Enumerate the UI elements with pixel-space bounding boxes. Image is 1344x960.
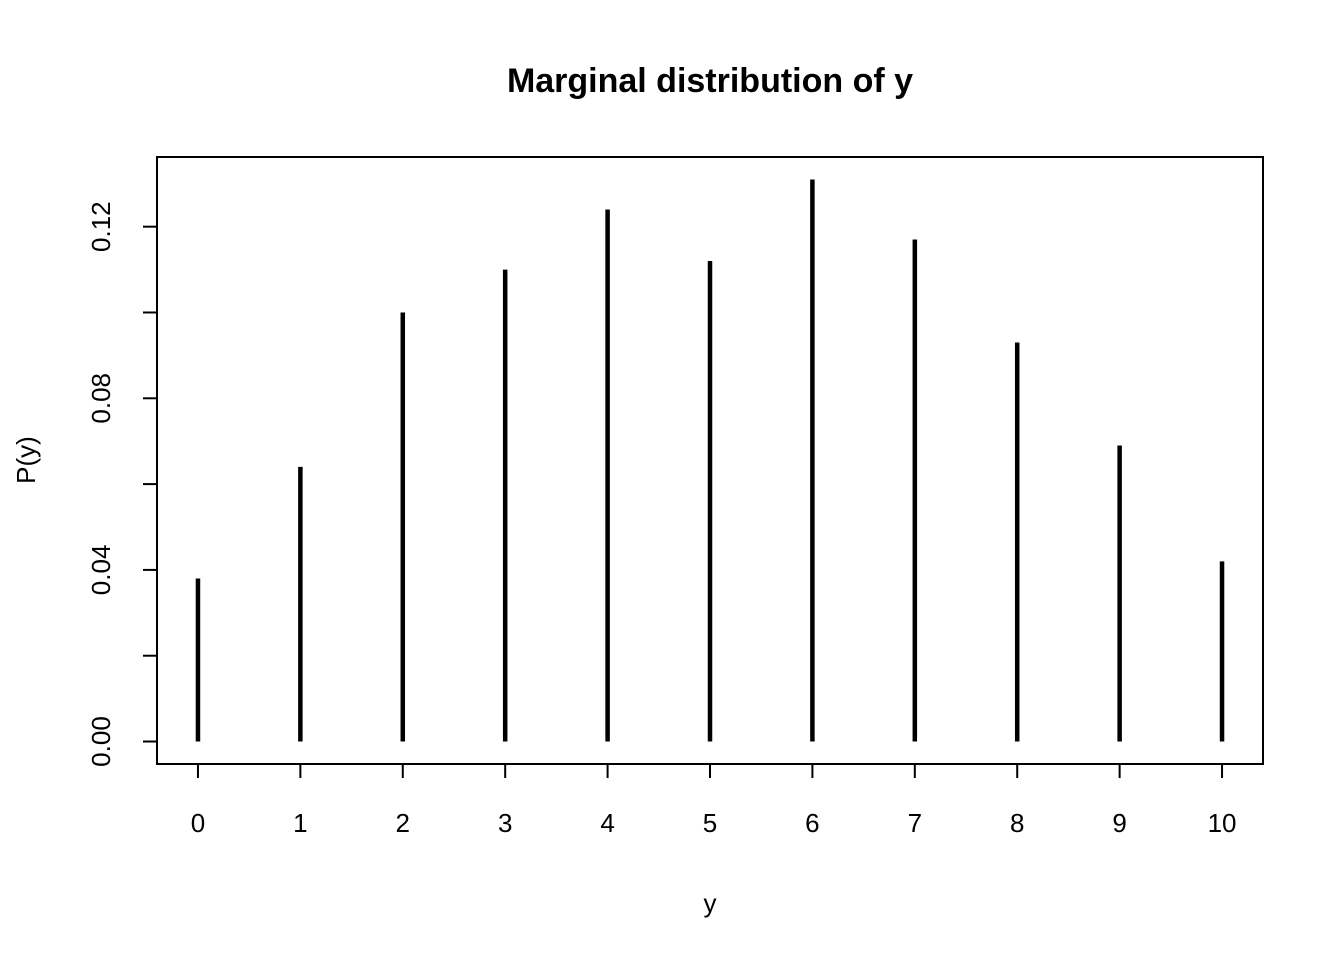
chart-title: Marginal distribution of y (507, 62, 913, 100)
x-tick-label: 10 (1208, 808, 1237, 838)
x-tick-label: 1 (293, 808, 307, 838)
y-axis: 0.00 0.04 0.08 0.12 (86, 201, 157, 767)
y-tick-label: 0.04 (86, 545, 116, 596)
y-axis-label: P(y) (11, 436, 41, 484)
y-tick-label: 0.00 (86, 716, 116, 767)
x-tick-label: 8 (1010, 808, 1024, 838)
x-tick-label: 6 (805, 808, 819, 838)
x-tick-label: 9 (1112, 808, 1126, 838)
x-tick-label: 2 (396, 808, 410, 838)
x-axis: 0 1 2 3 4 5 6 7 8 9 10 (191, 764, 1237, 838)
x-tick-label: 5 (703, 808, 717, 838)
y-tick-label: 0.08 (86, 373, 116, 424)
y-tick-label: 0.12 (86, 201, 116, 252)
x-tick-label: 0 (191, 808, 205, 838)
x-axis-label: y (704, 888, 717, 918)
x-tick-label: 3 (498, 808, 512, 838)
spikes-layer (195, 179, 1225, 742)
x-tick-label: 4 (600, 808, 614, 838)
x-tick-label: 7 (908, 808, 922, 838)
